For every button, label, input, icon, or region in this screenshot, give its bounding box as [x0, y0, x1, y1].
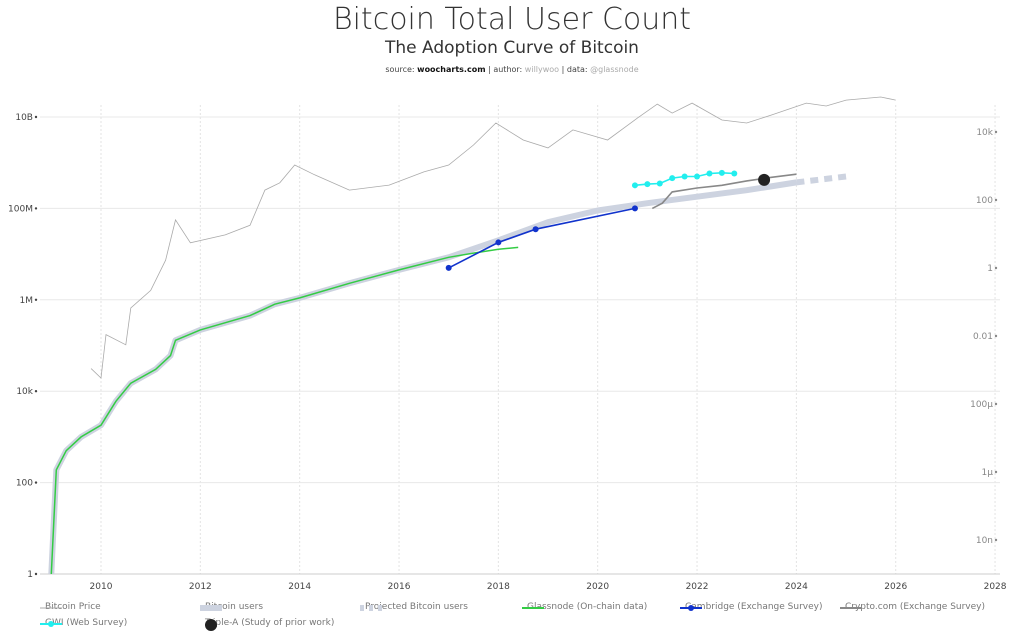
- x-tick-label: 2010: [90, 582, 113, 592]
- bitcoin-users-line: [48, 179, 797, 575]
- y-right-tick-label: 100: [976, 196, 993, 206]
- x-tick-label: 2014: [288, 582, 311, 592]
- gwi-web-survey-point: [718, 169, 725, 176]
- cambridge-exchange-survey-point: [631, 205, 638, 212]
- y-left-tick-mark: [34, 207, 38, 210]
- y-left-tick-label: 10k: [16, 387, 33, 397]
- legend-item-projected-bitcoin-users[interactable]: Projected Bitcoin users: [360, 602, 468, 612]
- gwi-web-survey-point: [731, 170, 738, 177]
- bitcoin-price-line: [90, 96, 896, 379]
- y-left-tick-label: 10B: [15, 113, 33, 123]
- x-tick-label: 2022: [686, 582, 709, 592]
- legend-item-bitcoin-price[interactable]: Bitcoin Price: [40, 602, 101, 612]
- y-right-tick-mark: [994, 198, 998, 202]
- cambridge-exchange-survey-point: [532, 226, 539, 233]
- y-left-tick-mark: [34, 572, 38, 576]
- source-link[interactable]: woocharts.com: [417, 65, 486, 74]
- cambridge-exchange-survey-point: [445, 264, 452, 271]
- legend-item-triple-a-study-of-prior-work[interactable]: Triple-A (Study of prior work): [200, 618, 335, 631]
- y-right-tick-mark: [994, 266, 998, 270]
- legend-item-cambridge-exchange-survey[interactable]: Cambridge (Exchange Survey): [680, 602, 822, 612]
- gwi-web-survey-point: [706, 170, 713, 177]
- legend-item-gwi-web-survey[interactable]: GWI (Web Survey): [40, 618, 127, 628]
- cambridge-exchange-survey-point: [495, 239, 502, 246]
- y-left-tick-mark: [34, 298, 38, 301]
- legend-label: GWI (Web Survey): [45, 618, 128, 628]
- x-tick-label: 2026: [884, 582, 907, 592]
- y-left-tick-label: 100M: [8, 204, 33, 214]
- legend-label: Cambridge (Exchange Survey): [685, 602, 823, 612]
- x-tick-label: 2016: [388, 582, 411, 592]
- gwi-web-survey-point: [694, 173, 701, 180]
- y-right-tick-label: 10k: [976, 128, 993, 138]
- data-label: | data:: [561, 65, 588, 74]
- x-tick-label: 2024: [785, 582, 808, 592]
- y-left-tick-mark: [34, 115, 38, 119]
- author-label: | author:: [488, 65, 523, 74]
- y-right-tick-label: 0.01: [973, 332, 993, 342]
- y-right-tick-mark: [994, 130, 998, 134]
- legend-label: Projected Bitcoin users: [365, 602, 468, 612]
- chart-subtitle: The Adoption Curve of Bitcoin: [385, 38, 639, 58]
- y-right-tick-mark: [994, 402, 998, 406]
- triple-a-study-of-prior-work-point: [758, 173, 771, 186]
- x-tick-label: 2028: [984, 582, 1007, 592]
- legend-label: Glassnode (On-chain data): [527, 602, 648, 612]
- plot-area: 2010 2012 2014 2016 2018 2020 2022 2024 2026 2028…: [8, 96, 1007, 592]
- gwi-web-survey-point: [631, 182, 638, 189]
- author-value: willywoo: [524, 65, 560, 74]
- y-right-tick-label: 1: [987, 264, 993, 274]
- gwi-web-survey-point: [669, 175, 676, 182]
- x-tick-label: 2012: [189, 582, 212, 592]
- legend-label: Bitcoin users: [205, 602, 264, 612]
- projected-bitcoin-users-line: [796, 173, 847, 186]
- data-value: @glassnode: [590, 65, 639, 74]
- y-left-tick-mark: [34, 390, 38, 393]
- gwi-web-survey-point: [681, 173, 688, 180]
- y-left-tick-label: 100: [16, 479, 33, 489]
- source-label: source:: [385, 65, 415, 74]
- cambridge-exchange-survey-line: [448, 207, 636, 269]
- y-right-tick-label: 1μ: [982, 468, 994, 478]
- legend-label: Triple-A (Study of prior work): [205, 618, 335, 628]
- y-right-tick-label: 10n: [976, 536, 993, 546]
- x-tick-label: 2018: [487, 582, 510, 592]
- glassnode-on-chain-data-line: [50, 246, 519, 575]
- y-right-tick-label: 100μ: [970, 400, 993, 410]
- gwi-web-survey-point: [656, 180, 663, 187]
- legend-item-glassnode-on-chain-data[interactable]: Glassnode (On-chain data): [522, 602, 647, 612]
- legend-label: Bitcoin Price: [45, 602, 101, 612]
- x-tick-label: 2020: [586, 582, 609, 592]
- y-right-tick-mark: [994, 470, 998, 474]
- chart-title: Bitcoin Total User Count: [332, 2, 692, 37]
- y-right-tick-mark: [994, 334, 998, 338]
- y-left-tick-label: 1M: [20, 296, 34, 306]
- legend-item-bitcoin-users[interactable]: Bitcoin users: [200, 602, 263, 612]
- legend-label: Crypto.com (Exchange Survey): [845, 602, 986, 612]
- legend-item-crypto-com-exchange-survey[interactable]: Crypto.com (Exchange Survey): [840, 602, 985, 612]
- gwi-web-survey-point: [644, 181, 651, 188]
- y-left-tick-mark: [34, 481, 38, 484]
- source-line: source: woocharts.com | author: willywoo…: [0, 65, 1024, 74]
- y-right-tick-mark: [994, 538, 998, 542]
- y-left-tick-label: 1: [27, 570, 33, 580]
